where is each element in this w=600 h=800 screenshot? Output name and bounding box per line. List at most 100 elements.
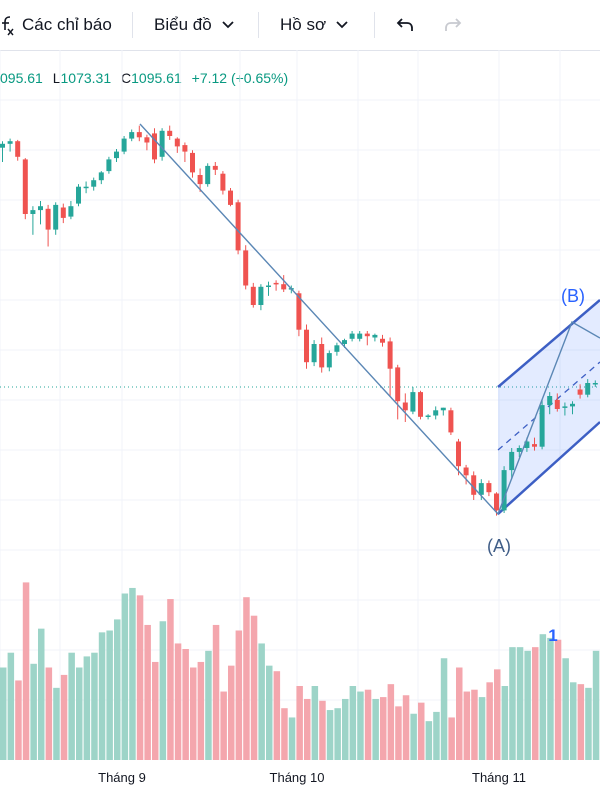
channel-fill: [498, 300, 600, 514]
price-chart[interactable]: (B) (A) 1 Tháng 9 Tháng 10 Tháng 11: [0, 50, 600, 800]
candle-body: [0, 143, 5, 148]
volume-bar: [387, 684, 395, 760]
candle-body: [182, 145, 188, 152]
x-tick-label: Tháng 11: [472, 770, 526, 785]
candle: [570, 401, 575, 415]
candle-body: [205, 165, 211, 185]
chart-menu-button[interactable]: Biểu đồ: [154, 0, 234, 50]
volume-bar: [547, 637, 554, 760]
candle-body: [45, 208, 51, 230]
volume-bar: [68, 652, 75, 760]
toolbar-divider: [258, 12, 259, 38]
candle-body: [98, 172, 104, 181]
volume-bar: [190, 667, 197, 760]
candle: [273, 280, 279, 291]
candle: [205, 163, 211, 187]
candle-body: [15, 141, 21, 157]
volume-bar: [532, 647, 539, 760]
candle-body: [228, 190, 233, 205]
volume-bar: [197, 661, 205, 760]
candle: [592, 380, 598, 387]
channel-lower-line: [497, 421, 600, 515]
volume-bar: [478, 697, 486, 760]
volume-bar: [342, 698, 349, 760]
volume-bar: [319, 700, 326, 760]
undo-button[interactable]: [396, 0, 414, 50]
candle-body: [250, 286, 256, 305]
candle-body: [38, 206, 43, 211]
candle-body: [364, 333, 370, 337]
volume-bar: [357, 691, 364, 760]
candle-body: [136, 132, 142, 138]
toolbar-divider: [132, 12, 133, 38]
candle-body: [114, 151, 119, 159]
candle: [98, 171, 104, 185]
candle-body: [197, 175, 203, 185]
wave-one-label: 1: [548, 626, 557, 645]
volume-bar: [592, 650, 600, 760]
volume-bar: [524, 650, 531, 760]
candle-body: [471, 475, 477, 495]
candle: [349, 331, 355, 342]
volume-bar: [433, 711, 440, 760]
candle: [501, 466, 507, 513]
candle-body: [220, 173, 226, 191]
candle-body: [410, 392, 416, 412]
candle: [311, 340, 317, 367]
candle: [258, 284, 264, 311]
volume-bar: [30, 663, 37, 760]
candle-body: [296, 293, 302, 330]
candles: [0, 125, 598, 516]
volume-bar: [570, 682, 577, 760]
volume-bar: [509, 647, 516, 760]
candle: [38, 201, 43, 225]
candle-body: [83, 186, 89, 189]
volume-bar: [486, 682, 493, 760]
candle-body: [547, 396, 553, 406]
volume-bar: [129, 587, 136, 760]
candle-body: [129, 132, 135, 139]
volume-bar: [349, 686, 357, 760]
candle-body: [357, 333, 363, 339]
volume-bar: [372, 698, 379, 760]
candle-body: [304, 329, 309, 363]
candle-body: [448, 410, 454, 433]
ohlc-legend: 095.61 L1073.31 C1095.61 +7.12 (+0.65%): [0, 70, 288, 86]
candle-body: [516, 448, 522, 452]
volume-bar: [395, 706, 402, 760]
candle-body: [7, 141, 13, 144]
point-b-label: (B): [561, 286, 585, 306]
candle-body: [577, 389, 583, 395]
x-tick-label: Tháng 10: [270, 770, 325, 785]
candle-body: [174, 138, 180, 147]
candle: [136, 125, 142, 142]
candle-body: [486, 483, 492, 493]
volume-bar: [463, 691, 471, 760]
volume-bar: [174, 643, 182, 760]
candle: [220, 171, 226, 195]
candle-body: [562, 406, 568, 408]
candle: [554, 393, 560, 412]
candle: [585, 379, 591, 398]
volume-bar: [159, 621, 167, 760]
candle-body: [91, 180, 97, 187]
volume-bar: [311, 686, 319, 760]
candle: [22, 158, 28, 220]
candle: [106, 156, 112, 174]
candle-body: [53, 204, 59, 230]
profile-menu-button[interactable]: Hồ sơ: [280, 0, 348, 50]
volume-bar: [364, 689, 372, 760]
candle: [486, 480, 492, 497]
candle: [387, 337, 393, 396]
candle: [53, 202, 59, 235]
candle: [159, 128, 165, 161]
candle-body: [554, 399, 560, 409]
indicators-button[interactable]: Các chỉ báo: [0, 0, 112, 50]
volume-bar: [440, 658, 448, 760]
candle: [577, 384, 583, 399]
open-value: 095.61: [0, 70, 43, 86]
candle-body: [402, 402, 408, 411]
redo-button[interactable]: [444, 0, 462, 50]
volume-bar: [205, 650, 212, 760]
channel-median-line: [497, 361, 600, 451]
